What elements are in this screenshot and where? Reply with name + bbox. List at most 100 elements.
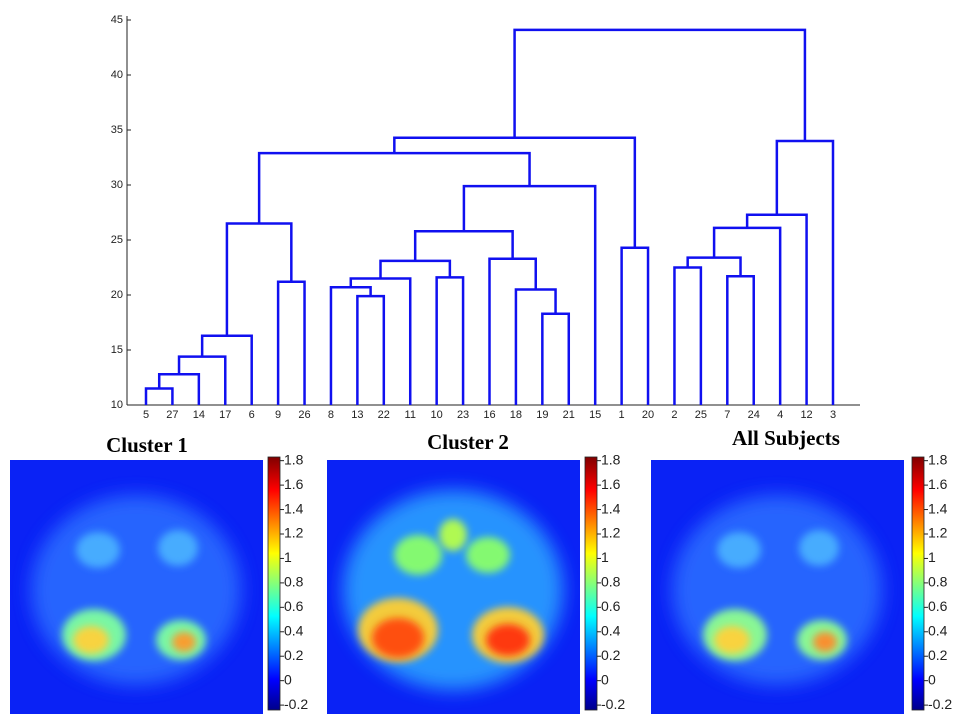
y-tick-label: 40 xyxy=(111,69,123,81)
colorbar-tick-label: 1.8 xyxy=(601,451,621,467)
y-tick-label: 10 xyxy=(111,399,123,411)
link xyxy=(673,266,703,405)
link xyxy=(726,275,755,405)
leaf-label: 6 xyxy=(249,409,255,421)
colorbar-tick-label: 0.4 xyxy=(601,622,621,638)
activation-blob xyxy=(439,519,467,551)
colorbar-tick-label: 1 xyxy=(928,549,936,565)
leaf-label: 17 xyxy=(219,409,231,421)
link xyxy=(200,334,253,405)
activation-blob xyxy=(76,532,120,568)
activation-blob xyxy=(394,535,442,575)
link xyxy=(144,387,174,405)
colorbar-tick-label: -0.2 xyxy=(284,696,308,712)
panel-title: Cluster 1 xyxy=(106,433,188,457)
colorbar-tick-label: 0.8 xyxy=(928,574,948,590)
leaf-label: 5 xyxy=(143,409,149,421)
colorbar-tick-label: 0.4 xyxy=(928,622,948,638)
brain-image xyxy=(10,460,263,714)
colorbar-tick-label: 1 xyxy=(284,549,292,565)
leaf-label: 15 xyxy=(589,409,601,421)
leaf-label: 26 xyxy=(298,409,310,421)
colorbar-tick-label: 0 xyxy=(284,671,292,687)
leaf-label: 22 xyxy=(378,409,390,421)
leaf-label: 11 xyxy=(405,409,416,421)
link xyxy=(276,280,306,405)
colorbar-tick-label: 1.4 xyxy=(928,500,948,516)
leaf-label: 25 xyxy=(695,409,707,421)
colorbar-gradient xyxy=(267,456,281,711)
link xyxy=(413,229,514,261)
colorbar-tick-label: 0.2 xyxy=(928,647,948,663)
colorbar-tick-label: 0.2 xyxy=(284,647,304,663)
activation-blob xyxy=(31,495,241,685)
link xyxy=(712,226,782,405)
y-tick-label: 25 xyxy=(111,234,123,246)
colorbar: -0.2 0 0.2 0.4 0.6 0.8 1 1.2 1.4 1.6 1.8 xyxy=(911,451,952,712)
leaf-label: 27 xyxy=(166,409,178,421)
leaf-label: 19 xyxy=(536,409,548,421)
colorbar-tick-label: 0.6 xyxy=(284,598,304,614)
colorbar-tick-label: -0.2 xyxy=(928,696,952,712)
link xyxy=(745,213,808,405)
leaf-label: 2 xyxy=(671,409,677,421)
colorbar-tick-label: 0.2 xyxy=(601,647,621,663)
link xyxy=(541,312,571,405)
activation-blob xyxy=(799,530,839,566)
colorbar-tick-label: 0.8 xyxy=(601,574,621,590)
leaf-label: 16 xyxy=(483,409,495,421)
y-tick-label: 20 xyxy=(111,289,123,301)
panel-title: All Subjects xyxy=(732,426,840,450)
colorbar-tick-label: 0 xyxy=(928,671,936,687)
leaf-label: 18 xyxy=(510,409,522,421)
colorbar-tick-label: 0 xyxy=(601,671,609,687)
link xyxy=(356,294,386,405)
brain-image xyxy=(651,460,904,714)
colorbar-tick-label: 1.2 xyxy=(601,525,621,541)
colorbar-tick-label: 0.4 xyxy=(284,622,304,638)
y-tick-label: 30 xyxy=(111,179,123,191)
activation-blob xyxy=(372,618,424,658)
link xyxy=(349,277,412,405)
colorbar-tick-label: 0.6 xyxy=(601,598,621,614)
link xyxy=(462,184,597,405)
activation-blob xyxy=(717,532,761,568)
leaf-label: 8 xyxy=(328,409,334,421)
colorbar: -0.2 0 0.2 0.4 0.6 0.8 1 1.2 1.4 1.6 1.8 xyxy=(267,451,308,712)
activation-blob xyxy=(172,632,196,652)
brain-image xyxy=(327,460,580,714)
colorbar-tick-label: 1.6 xyxy=(928,476,948,492)
colorbar-tick-label: -0.2 xyxy=(601,696,625,712)
activation-blob xyxy=(158,530,198,566)
link xyxy=(329,286,372,405)
panel-title: Cluster 2 xyxy=(427,430,509,454)
colorbar-tick-label: 1.4 xyxy=(284,500,304,516)
link xyxy=(177,355,227,405)
leaf-label: 24 xyxy=(748,409,760,421)
colorbar-tick-label: 1.6 xyxy=(601,476,621,492)
colorbar-tick-label: 1.2 xyxy=(284,525,304,541)
link xyxy=(435,276,465,405)
link xyxy=(513,28,807,141)
colorbar-tick-label: 1.6 xyxy=(284,476,304,492)
link xyxy=(488,257,537,405)
colorbar-tick-label: 0.8 xyxy=(284,574,304,590)
activation-blob xyxy=(813,632,837,652)
activation-blob xyxy=(714,626,750,654)
leaf-label: 9 xyxy=(275,409,281,421)
leaf-label: 12 xyxy=(800,409,812,421)
link xyxy=(775,139,835,405)
colorbar-gradient xyxy=(584,456,598,711)
y-tick-label: 45 xyxy=(111,14,123,26)
link xyxy=(620,246,650,405)
link xyxy=(225,222,293,336)
leaf-label: 23 xyxy=(457,409,469,421)
colorbar: -0.2 0 0.2 0.4 0.6 0.8 1 1.2 1.4 1.6 1.8 xyxy=(584,451,625,712)
activation-blob xyxy=(672,495,882,685)
leaf-label: 10 xyxy=(431,409,443,421)
leaf-label: 1 xyxy=(619,409,625,421)
colorbar-tick-label: 1.8 xyxy=(928,451,948,467)
colorbar-tick-label: 1 xyxy=(601,549,609,565)
leaf-label: 14 xyxy=(193,409,205,421)
leaf-label: 4 xyxy=(777,409,783,421)
